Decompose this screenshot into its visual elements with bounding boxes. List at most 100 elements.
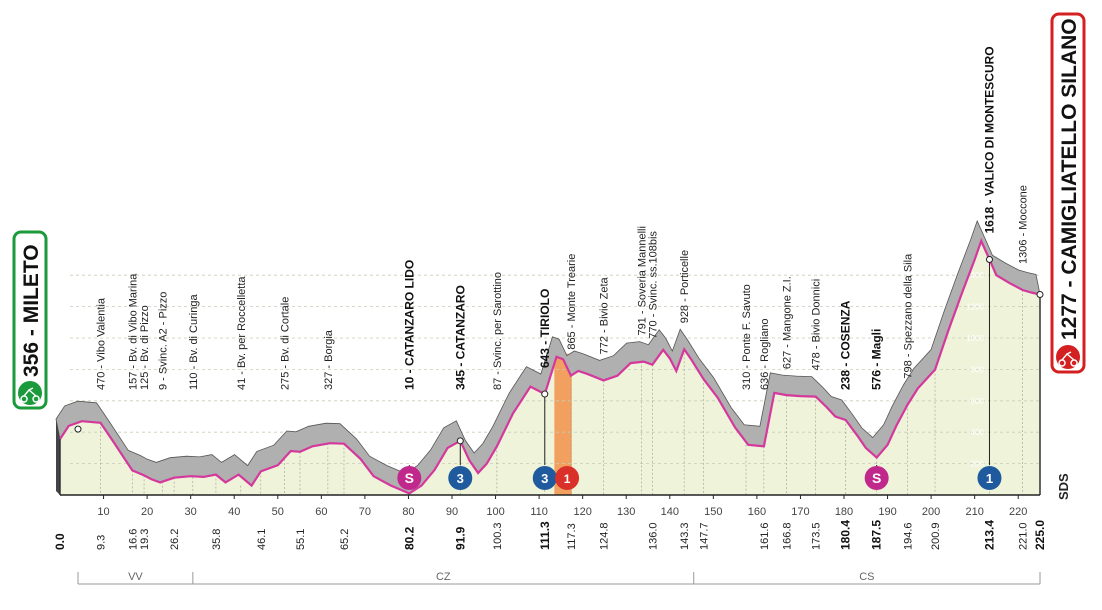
feed-zone-label: 1 — [564, 472, 571, 486]
waypoint-km-label: 124.8 — [599, 522, 611, 550]
waypoint-km-label: 200.9 — [930, 522, 942, 550]
finish-dot — [1036, 291, 1044, 299]
sprint-marker-label: S — [405, 470, 414, 486]
x-tick-label: 120 — [573, 506, 591, 518]
waypoint-km-label: 65.2 — [339, 529, 351, 550]
start-city-label: 356 - MILETO — [20, 244, 43, 377]
waypoint-km-label: 187.5 — [870, 520, 884, 550]
x-tick-label: 200 — [922, 506, 940, 518]
x-tick-label: 170 — [791, 506, 809, 518]
x-tick-label: 140 — [661, 506, 679, 518]
waypoint-km-label: 147.7 — [698, 522, 710, 550]
x-tick-label: 180 — [835, 506, 853, 518]
waypoint-labels: 0.0 9.3 470 - Vibo Valentia 16.6 157 - Bv. d… — [53, 46, 1047, 550]
waypoint-km-label: 166.8 — [782, 522, 794, 550]
waypoint-km-label: 100.3 — [492, 522, 504, 550]
sprint-marker-label: S — [872, 470, 881, 486]
x-tick-label: 210 — [965, 506, 983, 518]
waypoint-km-label: 46.1 — [256, 529, 268, 550]
altitude-tick-label: 800 — [971, 365, 985, 374]
x-tick-label: 30 — [185, 506, 197, 518]
climb-marker — [977, 466, 1002, 490]
feed-zone-band — [554, 353, 572, 495]
waypoint-label: 87 - Svinc. per Sarottino — [492, 272, 504, 390]
waypoint-km-label: 117.3 — [566, 523, 578, 550]
x-tick-label: 20 — [141, 506, 153, 518]
feed-zone — [554, 353, 572, 495]
x-tick-label: 100 — [486, 506, 504, 518]
climb-marker — [532, 466, 557, 490]
x-tick-label: 50 — [272, 506, 284, 518]
waypoint-label: 636 - Rogliano — [759, 318, 771, 390]
x-tick-label: 150 — [704, 506, 722, 518]
province-label: VV — [128, 571, 143, 583]
waypoint-label: 791 - Soveria Mannelli — [636, 226, 648, 335]
waypoint-label: 798 - Spezzano della Sila — [903, 253, 915, 379]
waypoint-km-label: 225.0 — [1033, 520, 1047, 550]
climb-category-label: 3 — [457, 471, 464, 486]
province-bar: VV CZ CS — [77, 571, 1041, 585]
sprint-marker — [864, 466, 889, 490]
waypoint-label: 627 - Mangone Z.I. — [782, 276, 794, 369]
x-tick-label: 10 — [97, 506, 109, 518]
race-markers: S S 3 3 1 1 — [397, 256, 1002, 490]
waypoint-km-label: 55.1 — [295, 529, 307, 550]
waypoint-km-label: 111.3 — [538, 521, 552, 550]
waypoint-label: 928 - Porticelle — [679, 250, 691, 323]
waypoint-label: 770 - Svinc. ss.108bis — [647, 231, 659, 339]
waypoint-km-label: 26.2 — [169, 529, 181, 550]
waypoint-km-label: 194.6 — [903, 522, 915, 550]
x-tick-label: 40 — [228, 506, 240, 518]
x-tick-label: 70 — [359, 506, 371, 518]
waypoint-label: 865 - Monte Trearie — [566, 254, 578, 350]
x-tick-label: 160 — [748, 506, 766, 518]
waypoint-km-label: 9.3 — [96, 535, 108, 550]
altitude-tick-label: 400 — [971, 428, 985, 437]
route-line — [59, 238, 1041, 495]
waypoint-label: 576 - Magli — [870, 329, 884, 390]
ground-fill — [60, 241, 1040, 495]
climb-category-label: 3 — [541, 471, 548, 486]
climb-summit-dot — [541, 390, 549, 398]
waypoint-label: 110 - Bv. di Curinga — [188, 294, 200, 390]
waypoint-label: 772 - Bivio Zeta — [599, 276, 611, 354]
climb-marker — [448, 466, 473, 490]
brand-logo: SDS — [1056, 473, 1071, 500]
elevation-profile — [55, 219, 1044, 495]
waypoint-label: 1618 - VALICO DI MONTESCURO — [982, 46, 996, 233]
waypoint-km-label: 0.0 — [53, 533, 67, 550]
waypoint-km-label: 16.6 — [127, 529, 139, 550]
waypoint-label: 10 - CATANZARO LIDO — [402, 260, 416, 390]
climb-category-label: 1 — [986, 471, 993, 486]
x-tick-label: 190 — [878, 506, 896, 518]
waypoint-label: 1306 - Moccone — [1018, 185, 1030, 264]
waypoint-label: 238 - COSENZA — [839, 300, 853, 390]
finish-cyclist-icon — [1056, 345, 1080, 369]
x-tick-label: 220 — [1009, 506, 1027, 518]
waypoint-km-label: 136.0 — [647, 522, 659, 550]
waypoint-km-label: 213.4 — [982, 520, 996, 550]
distance-axis: 10 20 30 40 50 60 70 80 90 100 110 120 130 140 150 160 1… — [60, 494, 1040, 518]
waypoint-label: 643 - TIRIOLO — [538, 289, 552, 368]
waypoint-km-label: 19.3 — [139, 529, 151, 550]
waypoint-km-label: 221.0 — [1018, 522, 1030, 550]
start-cyclist-icon — [18, 381, 42, 405]
altitude-tick-label: 1000 — [966, 334, 984, 343]
waypoint-label: 478 - Bivio Donnici — [811, 279, 823, 371]
altitude-tick-label: 600 — [971, 397, 985, 406]
province-label: CZ — [436, 571, 451, 583]
waypoint-label: 470 - Vibo Valentia — [96, 297, 108, 390]
waypoint-km-label: 161.6 — [759, 522, 771, 550]
x-tick-label: 130 — [617, 506, 635, 518]
finish-city-label: 1277 - CAMIGLIATELLO SILANO — [1058, 18, 1081, 340]
waypoint-label: 157 - Bv. di Vibo Marina — [127, 273, 139, 390]
profile-start-wall — [56, 419, 60, 495]
waypoint-km-label: 180.4 — [839, 520, 853, 550]
waypoint-label: 327 - Borgia — [323, 329, 335, 390]
waypoint-label: 275 - Bv. di Cortale — [279, 297, 291, 390]
x-tick-label: 80 — [402, 506, 414, 518]
waypoint-label: 9 - Svinc. A2 - Pizzo — [157, 292, 169, 390]
x-tick-label: 60 — [315, 506, 327, 518]
waypoint-label: 41 - Bv. per Roccelletta — [236, 276, 248, 390]
